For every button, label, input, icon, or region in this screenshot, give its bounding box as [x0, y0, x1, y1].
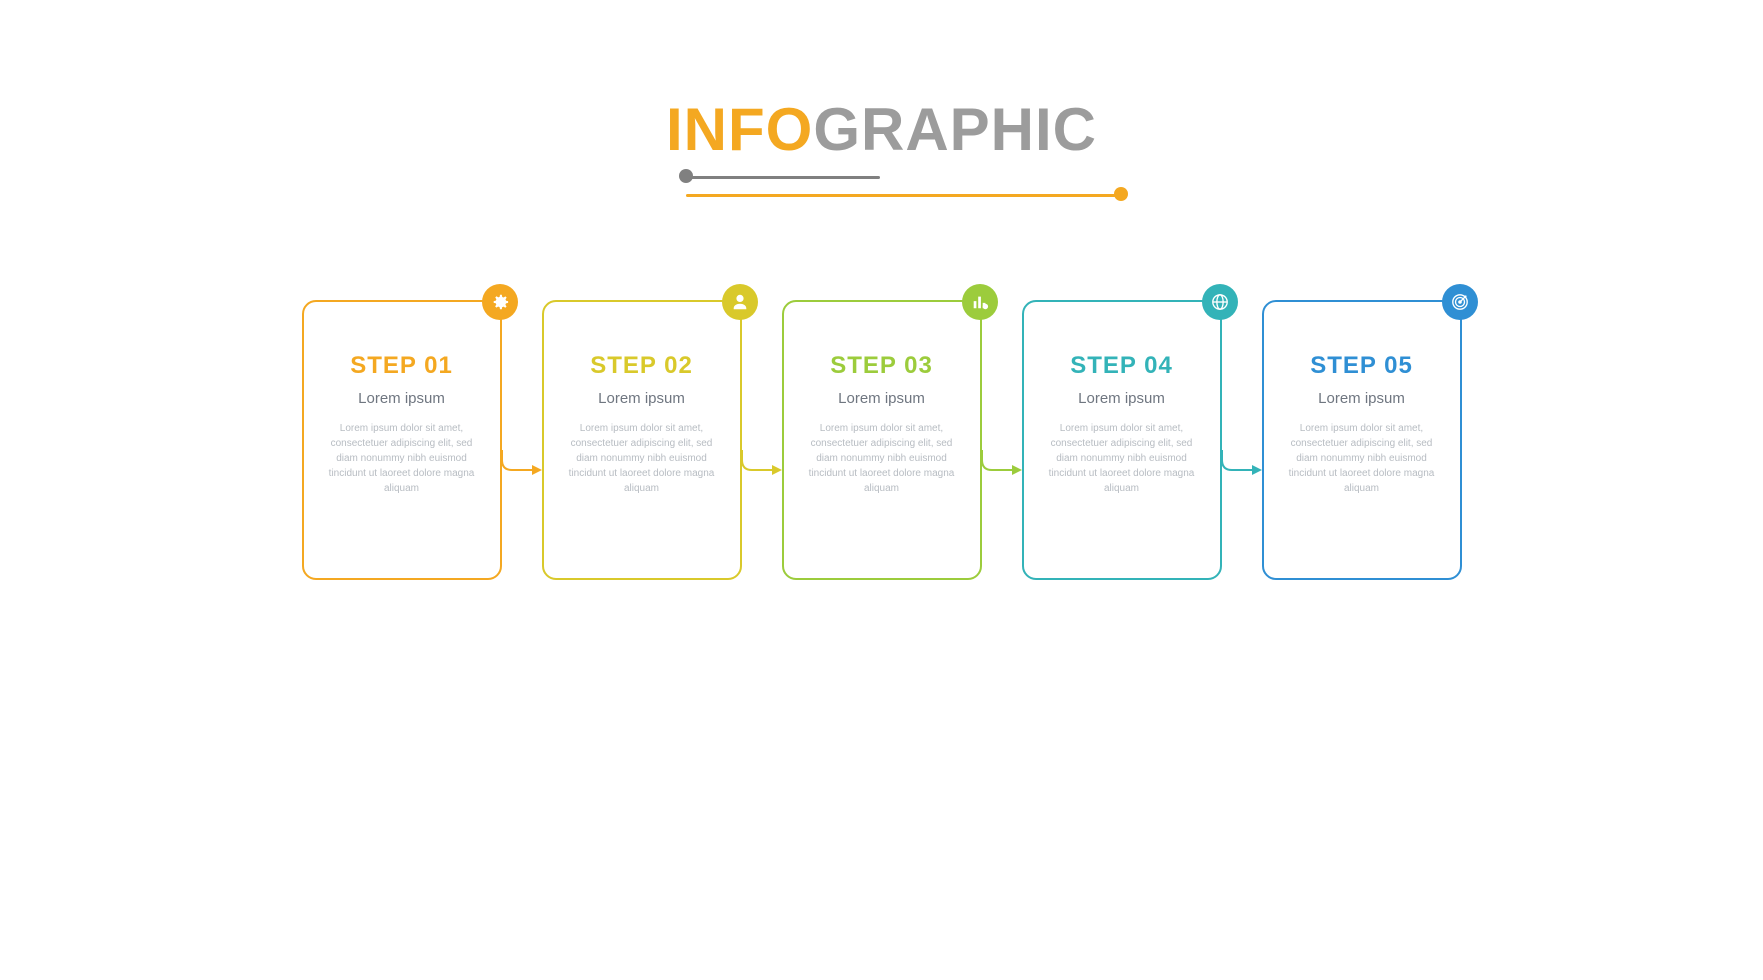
step-title: STEP 01: [324, 352, 480, 380]
header: INFOGRAPHIC: [666, 100, 1097, 200]
step-card: STEP 05 Lorem ipsum Lorem ipsum dolor sit …: [1262, 300, 1462, 580]
arrow-connector: [502, 450, 542, 575]
arrow-connector: [982, 450, 1022, 575]
step-title: STEP 04: [1044, 352, 1200, 380]
title-part1: INF: [666, 96, 766, 163]
step-3: STEP 03 Lorem ipsum Lorem ipsum dolor sit …: [782, 300, 982, 580]
step-body: Lorem ipsum dolor sit amet, consectetuer…: [324, 421, 480, 496]
step-title: STEP 03: [804, 352, 960, 380]
user-icon: [722, 284, 758, 320]
step-card: STEP 04 Lorem ipsum Lorem ipsum dolor sit …: [1022, 300, 1222, 580]
title-part2: O: [766, 96, 814, 163]
step-body: Lorem ipsum dolor sit amet, consectetuer…: [1284, 421, 1440, 496]
chart-icon: [962, 284, 998, 320]
target-icon: [1442, 284, 1478, 320]
ruler-dot-top: [679, 169, 693, 183]
step-card: STEP 01 Lorem ipsum Lorem ipsum dolor sit …: [302, 300, 502, 580]
step-subtitle: Lorem ipsum: [1044, 390, 1200, 407]
title-underline: [666, 166, 1097, 200]
page-title: INFOGRAPHIC: [666, 100, 1097, 160]
ruler-line-top: [686, 176, 880, 179]
globe-icon: [1202, 284, 1238, 320]
step-1: STEP 01 Lorem ipsum Lorem ipsum dolor sit …: [302, 300, 502, 580]
step-title: STEP 02: [564, 352, 720, 380]
title-part3: GRAPHIC: [813, 96, 1097, 163]
step-subtitle: Lorem ipsum: [324, 390, 480, 407]
ruler-dot-bottom: [1114, 187, 1128, 201]
step-body: Lorem ipsum dolor sit amet, consectetuer…: [1044, 421, 1200, 496]
ruler-line-bottom: [686, 194, 1121, 197]
step-5: STEP 05 Lorem ipsum Lorem ipsum dolor sit …: [1262, 300, 1462, 580]
step-title: STEP 05: [1284, 352, 1440, 380]
step-2: STEP 02 Lorem ipsum Lorem ipsum dolor sit …: [542, 300, 742, 580]
step-card: STEP 02 Lorem ipsum Lorem ipsum dolor sit …: [542, 300, 742, 580]
step-body: Lorem ipsum dolor sit amet, consectetuer…: [804, 421, 960, 496]
step-subtitle: Lorem ipsum: [1284, 390, 1440, 407]
arrow-connector: [1222, 450, 1262, 575]
step-subtitle: Lorem ipsum: [804, 390, 960, 407]
gear-icon: [482, 284, 518, 320]
step-4: STEP 04 Lorem ipsum Lorem ipsum dolor sit …: [1022, 300, 1222, 580]
step-card: STEP 03 Lorem ipsum Lorem ipsum dolor sit …: [782, 300, 982, 580]
step-subtitle: Lorem ipsum: [564, 390, 720, 407]
steps-row: STEP 01 Lorem ipsum Lorem ipsum dolor sit …: [302, 300, 1462, 580]
arrow-connector: [742, 450, 782, 575]
step-body: Lorem ipsum dolor sit amet, consectetuer…: [564, 421, 720, 496]
